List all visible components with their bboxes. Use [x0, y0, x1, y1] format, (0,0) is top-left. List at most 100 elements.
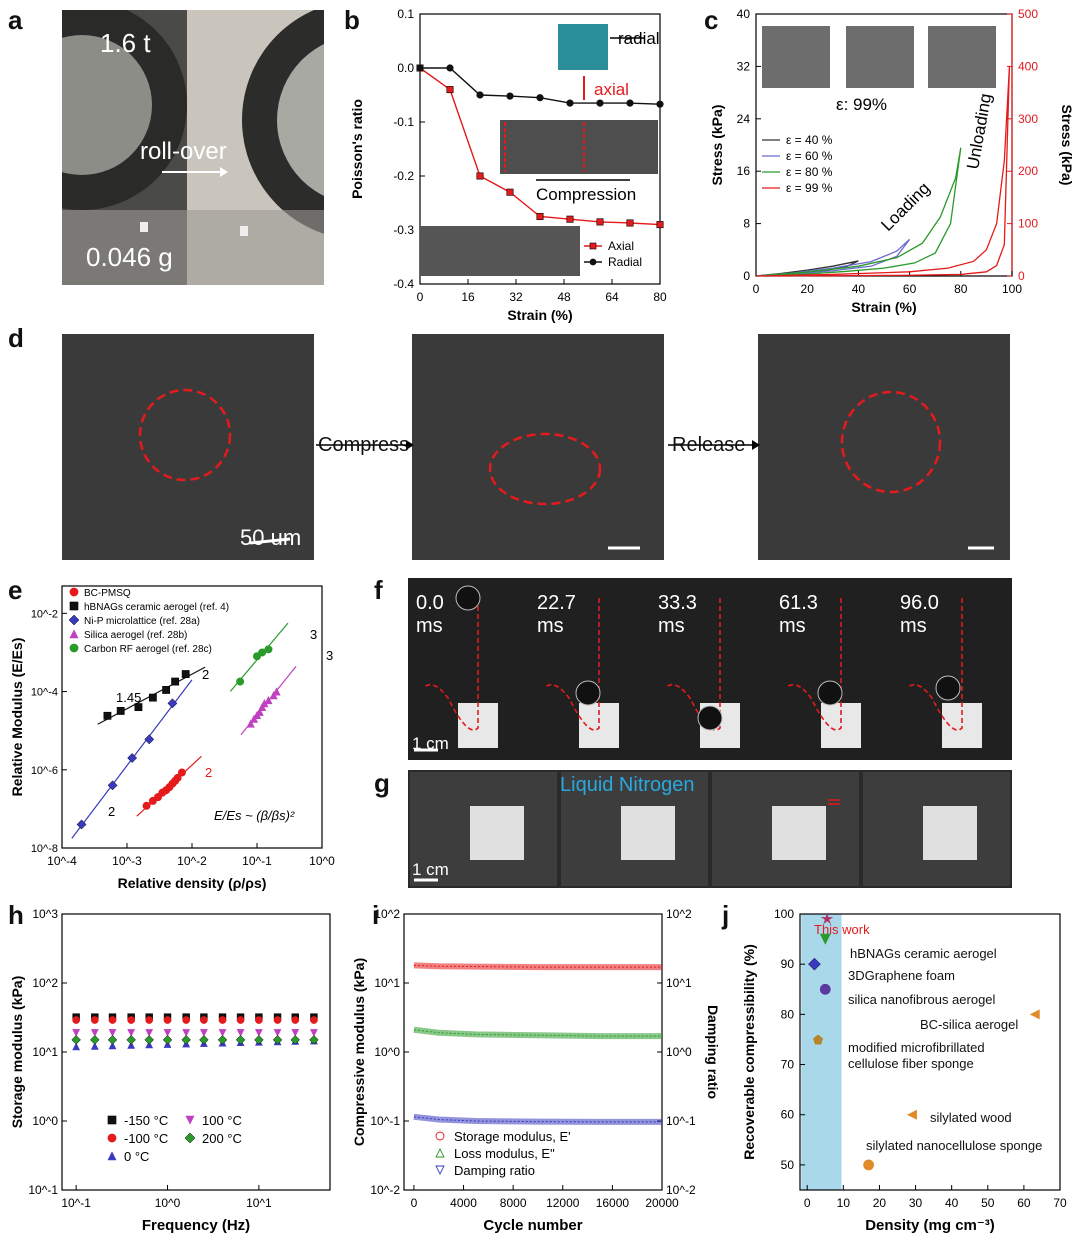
rollover-arrow: [162, 167, 228, 177]
y-right-tick-label: 100: [1018, 217, 1038, 231]
y-tick-label: 8: [743, 217, 750, 231]
y-tick-label: 100: [774, 907, 794, 921]
series-line-1: [755, 238, 911, 277]
sample-cube: [579, 703, 619, 748]
frozen-sample: [772, 806, 826, 860]
data-point: [290, 1035, 301, 1045]
y-right-axis-label: Stress (kPa): [1059, 105, 1075, 186]
data-point: [200, 1016, 208, 1024]
data-point: [108, 1016, 117, 1024]
data-point: [145, 1016, 153, 1024]
plot-frame: [799, 913, 1061, 1191]
scale-bar-d: [249, 537, 291, 545]
y-axis-label: Relative Modulus (E/Es): [9, 638, 25, 797]
panel-label-f: f: [374, 575, 383, 605]
data-point: [142, 801, 151, 810]
x-tick-label: 0: [804, 1196, 811, 1210]
legend-marker: [435, 1147, 445, 1158]
legend-label: Ni-P microlattice (ref. 28a): [84, 616, 200, 627]
data-point: [177, 768, 186, 777]
data-point: [126, 1035, 136, 1045]
storage-modulus-chart: 10^-1 10^0 10^1 10^-1 10^0 10^1 10^2 10^3 Freque…: [9, 907, 331, 1234]
x-axis-label: Frequency (Hz): [142, 1217, 250, 1234]
data-point: [72, 1016, 80, 1024]
data-point-axial: [446, 86, 454, 94]
x-tick-label: 0: [411, 1196, 418, 1210]
liquid-nitrogen-overlay: [410, 772, 1010, 886]
x-tick-label: 60: [903, 282, 917, 296]
x-tick-label: 64: [605, 290, 619, 304]
data-point-radial: [506, 92, 514, 100]
x-tick-label: 10^0: [309, 854, 335, 868]
x-tick-label: 0: [417, 290, 424, 304]
point-label: hBNAGs ceramic aerogel: [850, 946, 997, 961]
data-point: [264, 645, 273, 654]
panel-label-e: e: [8, 575, 23, 605]
x-tick-label: 80: [954, 282, 968, 296]
data-point-radial: [536, 94, 544, 102]
y-tick-label: 10^-4: [31, 687, 58, 699]
compression-photo: [846, 26, 914, 88]
y-tick-label: 40: [737, 7, 751, 21]
panel-label-j: j: [722, 900, 730, 930]
sample-cube: [458, 703, 498, 748]
x-tick-label: 80: [653, 290, 667, 304]
x-tick-label: 30: [909, 1196, 923, 1210]
data-point: [819, 933, 831, 945]
y-tick-label: 60: [781, 1108, 795, 1122]
data-point: [310, 1029, 318, 1037]
legend-label: 100 °C: [202, 1113, 242, 1128]
timestamp-label: 61.3 ms: [779, 592, 818, 637]
data-point: [236, 1016, 245, 1024]
y-axis-label: Storage modulus (kPa): [9, 976, 25, 1128]
sample-cube: [821, 703, 861, 748]
y-tick-label: -0.4: [393, 277, 414, 291]
data-point: [91, 1016, 99, 1024]
series-line: [413, 1116, 662, 1123]
y-tick-label: 10^2: [374, 907, 400, 921]
data-point: [162, 686, 171, 694]
scale-bar-label-d: 50 um: [240, 525, 302, 550]
legend-label: hBNAGs ceramic aerogel (ref. 4): [84, 602, 229, 613]
legend-label: ε = 99 %: [786, 181, 833, 195]
release-label: Release: [672, 434, 746, 456]
annotation-strain-99: ε: 99%: [836, 95, 887, 114]
slope-label: 3: [326, 648, 333, 663]
y-tick-label: 70: [781, 1058, 795, 1072]
sem-inset-axial: [420, 226, 580, 276]
ball-bounce-overlay: [414, 585, 982, 752]
y-right-tick-label: 0: [1018, 269, 1025, 283]
data-point-radial: [446, 64, 454, 72]
weight-label: 1.6 t: [100, 28, 151, 58]
data-point: [1029, 1009, 1040, 1020]
data-point-radial: [656, 100, 664, 108]
data-point: [181, 1035, 191, 1045]
legend-marker: [589, 242, 597, 250]
data-point-axial: [476, 172, 484, 180]
trajectory: [785, 598, 842, 731]
sem-overlay: [138, 388, 994, 550]
data-point: [90, 1035, 100, 1045]
data-point: [291, 1029, 300, 1037]
y-right-axis-label: Damping ratio: [705, 1005, 720, 1099]
relative-modulus-chart: 10^-4 10^-3 10^-2 10^-1 10^0 10^-8 10^-6 10^-4 1…: [9, 585, 335, 891]
data-point: [273, 1016, 282, 1024]
data-point: [127, 1016, 135, 1024]
stress-strain-chart: 0 20 40 60 80 10008162432400100200300400500St…: [709, 7, 1075, 315]
y-tick-label: 80: [781, 1007, 795, 1021]
legend-label: BC-PMSQ: [84, 588, 131, 599]
data-point-axial: [596, 218, 604, 226]
highlight-region: [801, 914, 842, 1190]
legend-marker: [185, 1115, 195, 1125]
data-point: [820, 912, 834, 925]
steel-ball: [935, 675, 961, 701]
frozen-sample: [470, 806, 524, 860]
y-tick-label: 10^-1: [28, 1183, 58, 1197]
y-right-tick-label: 500: [1018, 7, 1038, 21]
legend-marker: [69, 629, 79, 639]
poisson-ratio-chart: 0 16 32 48 64 80 0.1 0.0 -0.1 -0.2 -0.3 -0.4 Strain …: [349, 7, 667, 323]
data-point: [116, 707, 125, 715]
y-tick-label: 10^1: [374, 976, 400, 990]
panel-label-d: d: [8, 323, 24, 353]
data-point: [107, 780, 118, 791]
